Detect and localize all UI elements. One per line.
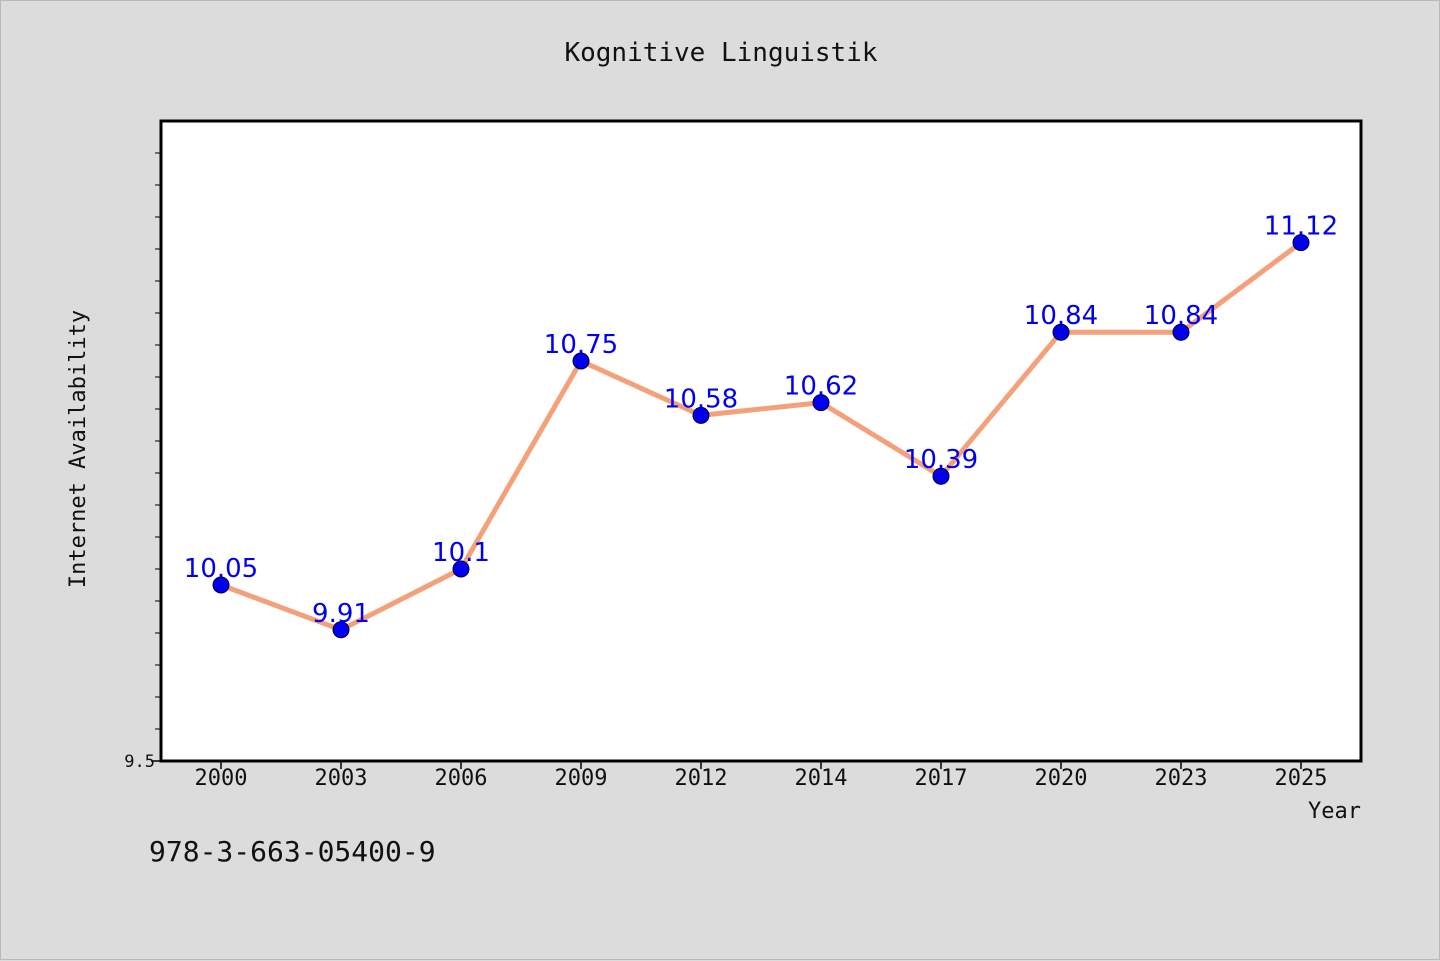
data-label: 10.58 [664, 384, 738, 414]
data-label: 10.39 [904, 445, 978, 475]
x-tick-label: 2009 [555, 766, 608, 791]
data-label: 10.75 [544, 330, 618, 360]
y-axis-label: Internet Availability [66, 310, 91, 588]
x-tick-label: 2006 [435, 766, 488, 791]
x-tick-label: 2014 [795, 766, 848, 791]
data-label: 10.05 [184, 554, 258, 584]
data-label: 10.84 [1144, 301, 1218, 331]
x-tick-label: 2003 [315, 766, 368, 791]
data-point-marker [1172, 323, 1190, 341]
data-point-marker [1292, 234, 1310, 252]
data-point-marker [572, 352, 590, 370]
y-tick-label: 9.5 [124, 752, 155, 772]
data-point-marker [452, 560, 470, 578]
data-point-marker [812, 394, 830, 412]
x-tick-label: 2012 [675, 766, 728, 791]
x-axis-label: Year [1308, 799, 1361, 824]
data-point-marker [212, 576, 230, 594]
data-point-marker [1052, 323, 1070, 341]
data-point-marker [932, 467, 950, 485]
series-line [218, 240, 1304, 633]
data-label: 10.62 [784, 372, 858, 402]
data-point-marker [692, 406, 710, 424]
data-label: 10.1 [432, 538, 490, 568]
x-tick-label: 2000 [195, 766, 248, 791]
data-label: 11.12 [1264, 212, 1338, 242]
data-label: 9.91 [312, 599, 370, 629]
data-label: 10.84 [1024, 301, 1098, 331]
x-tick-label: 2025 [1275, 766, 1328, 791]
plot-area [159, 119, 1363, 763]
x-tick-label: 2017 [915, 766, 968, 791]
chart-title: Kognitive Linguistik [564, 38, 877, 68]
x-tick-label: 2020 [1035, 766, 1088, 791]
x-tick-label: 2023 [1155, 766, 1208, 791]
isbn-footnote: 978-3-663-05400-9 [149, 835, 436, 868]
data-point-marker [332, 621, 350, 639]
